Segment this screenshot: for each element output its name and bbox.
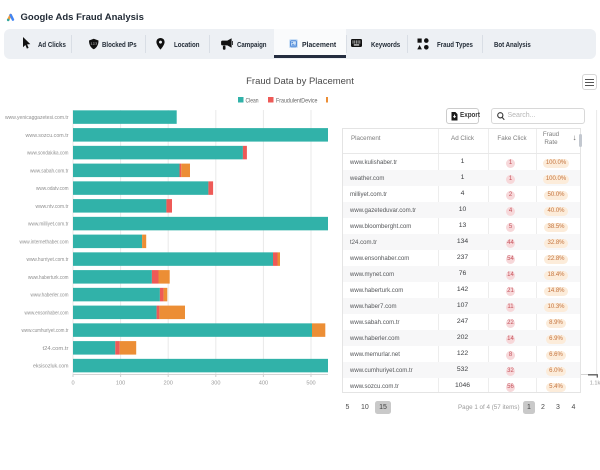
svg-text:1.1k: 1.1k [590, 381, 600, 387]
svg-text:www.hurriyet.com.tr: www.hurriyet.com.tr [26, 257, 69, 263]
svg-text:100: 100 [116, 381, 125, 387]
svg-text:www.yenicaggazetesi.com.tr: www.yenicaggazetesi.com.tr [4, 115, 68, 121]
svg-text:www.ensonhaber.com: www.ensonhaber.com [24, 310, 69, 316]
svg-text:www.ntv.com.tr: www.ntv.com.tr [35, 204, 69, 210]
svg-text:www.odatv.com: www.odatv.com [35, 186, 68, 192]
svg-text:www.haberturk.com: www.haberturk.com [27, 275, 68, 281]
svg-text:300: 300 [211, 381, 220, 387]
svg-text:www.haberler.com: www.haberler.com [30, 293, 69, 299]
svg-text:www.sabah.com.tr: www.sabah.com.tr [29, 168, 68, 174]
svg-text:400: 400 [259, 381, 268, 387]
svg-text:Fraud Data by Placement: Fraud Data by Placement [246, 76, 354, 87]
svg-text:www.internethaber.com: www.internethaber.com [19, 239, 69, 245]
svg-text:200: 200 [164, 381, 173, 387]
svg-text:www.sondakika.com: www.sondakika.com [26, 151, 68, 157]
svg-text:1.2.3: 1.2.3 [91, 41, 98, 45]
svg-text:eksisozluk.com: eksisozluk.com [33, 364, 69, 370]
svg-text:www.milliyet.com.tr: www.milliyet.com.tr [27, 222, 68, 228]
svg-text:0: 0 [71, 381, 74, 387]
svg-text:500: 500 [306, 381, 315, 387]
svg-text:FraudulentDevice: FraudulentDevice [276, 97, 318, 104]
svg-text:www.sozcu.com.tr: www.sozcu.com.tr [25, 133, 69, 139]
svg-text:www.cumhuriyet.com.tr: www.cumhuriyet.com.tr [21, 328, 69, 334]
svg-text:t24.com.tr: t24.com.tr [43, 346, 69, 352]
svg-text:Clean: Clean [246, 97, 259, 104]
